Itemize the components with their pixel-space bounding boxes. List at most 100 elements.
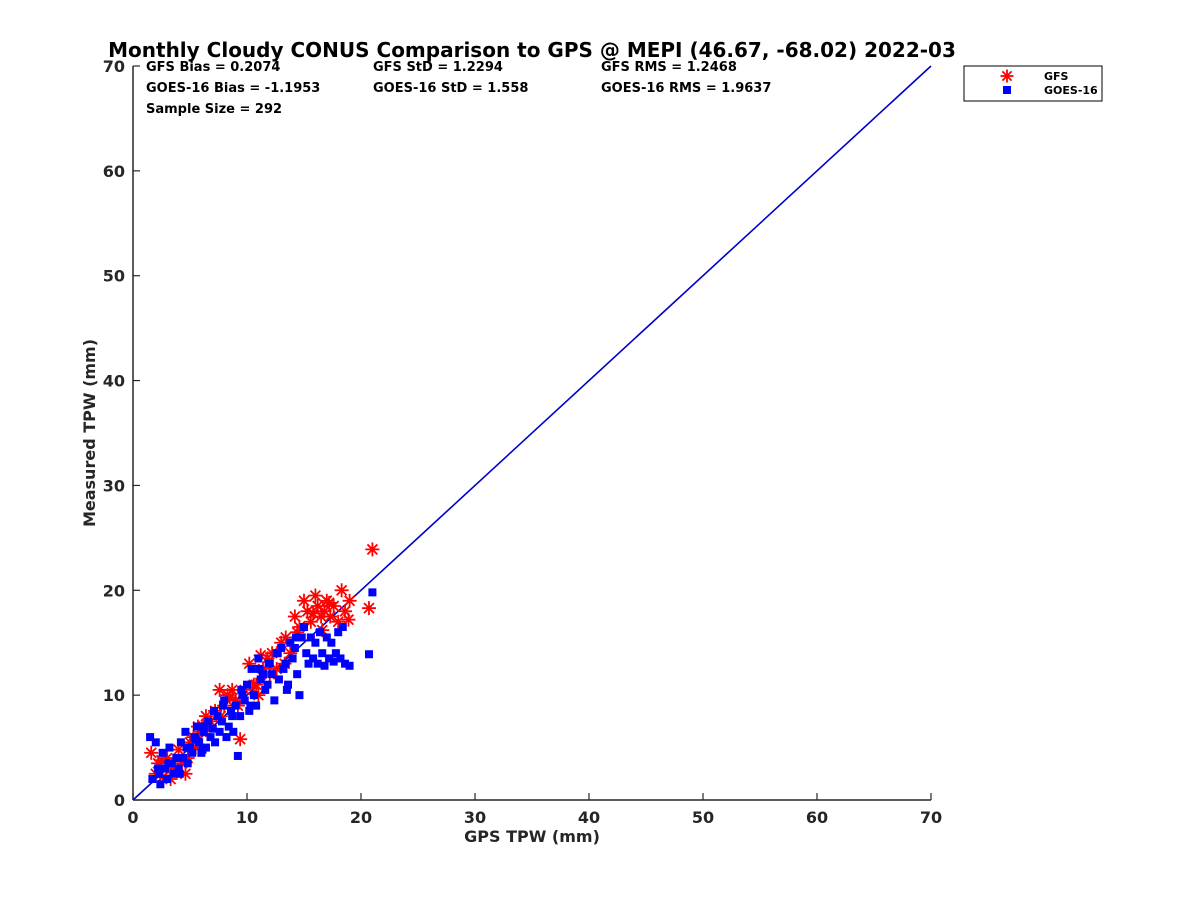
legend-goes-marker [1003,86,1011,94]
goes-point [368,588,377,597]
gfs-point [233,732,248,747]
y-tick-label: 30 [103,476,125,495]
stat-goes-bias: GOES-16 Bias = -1.1953 [146,81,320,96]
goes-point [338,622,347,631]
goes-point [331,649,340,658]
goes-point [146,733,155,742]
x-tick-label: 40 [578,808,600,827]
gfs-point [297,593,311,608]
goes-point [256,675,265,684]
gfs-point [144,745,159,760]
stat-gfs-rms: GFS RMS = 1.2468 [601,60,737,75]
goes-point [270,696,279,705]
goes-point [240,696,249,705]
goes-point [220,696,229,705]
goes-point [164,759,173,768]
y-tick-label: 60 [103,162,125,181]
goes-point [151,738,160,747]
x-tick-label: 20 [350,808,372,827]
goes-point [224,722,233,731]
goes-point [252,701,261,710]
goes-point [163,775,172,784]
y-tick-label: 0 [114,791,125,810]
x-tick-label: 10 [236,808,258,827]
goes-point [279,664,288,673]
goes-point [273,649,282,658]
goes-point [315,628,324,637]
goes-point [175,769,184,778]
goes-point [268,670,277,679]
gfs-point [306,606,321,621]
goes-point [154,764,163,773]
y-tick-label: 10 [103,686,125,705]
goes-point [322,633,331,642]
goes-point [237,685,246,694]
goes-point [208,724,217,733]
goes-point [229,727,238,736]
goes-point [313,659,322,668]
goes-point [261,685,270,694]
goes-point [198,745,207,754]
goes-point [156,780,165,789]
goes-point [245,706,254,715]
goes-point [173,754,182,763]
goes-point [176,738,185,747]
goes-point [345,661,354,670]
goes-point [228,712,237,721]
legend-box [963,65,1103,102]
goes-point [181,727,190,736]
gfs-point [303,614,318,629]
goes-point [334,628,343,637]
goes-point [182,743,191,752]
goes-point [258,670,267,679]
gfs-point [334,583,349,598]
goes-point [192,722,201,731]
goes-point [188,748,197,757]
gfs-point [341,612,356,627]
x-tick-label: 60 [806,808,828,827]
goes-point [292,633,301,642]
goes-point [297,633,306,642]
legend-goes-label: GOES-16 [1044,84,1098,97]
gfs-point [278,630,293,645]
stat-goes-rms: GOES-16 RMS = 1.9637 [601,81,771,96]
gfs-point [322,595,337,610]
gfs-point [342,593,357,608]
goes-point [318,649,327,658]
goes-series-layer [146,588,377,789]
chart-title: Monthly Cloudy CONUS Comparison to GPS @… [108,38,956,62]
gfs-point [249,677,264,692]
legend-gfs-marker [1000,69,1014,83]
goes-point [325,654,334,663]
stat-gfs-bias: GFS Bias = 0.2074 [146,60,280,75]
goes-point [288,654,297,663]
stat-sample-size: Sample Size = 292 [146,102,282,117]
x-tick-label: 70 [920,808,942,827]
goes-point [148,775,157,784]
goes-point [255,664,264,673]
goes-point [217,717,226,726]
goes-point [336,654,345,663]
goes-point [204,717,213,726]
goes-point [295,691,304,700]
goes-point [219,701,228,710]
goes-point [179,754,188,763]
goes-point [300,622,308,631]
goes-point [327,638,336,647]
goes-point [243,680,251,689]
goes-point [158,748,167,757]
goes-point [246,701,255,710]
goes-point [282,685,291,694]
goes-point [227,706,236,715]
goes-point [213,712,222,721]
goes-point [249,691,258,700]
goes-point [165,743,174,752]
legend: GFS GOES-16 [963,65,1103,102]
goes-point [155,769,164,778]
goes-point [211,738,220,747]
stats-block: GFS Bias = 0.2074 GFS StD = 1.2294 GFS R… [146,60,771,117]
goes-point [290,643,299,652]
goes-point [274,675,283,684]
goes-point [364,650,373,659]
